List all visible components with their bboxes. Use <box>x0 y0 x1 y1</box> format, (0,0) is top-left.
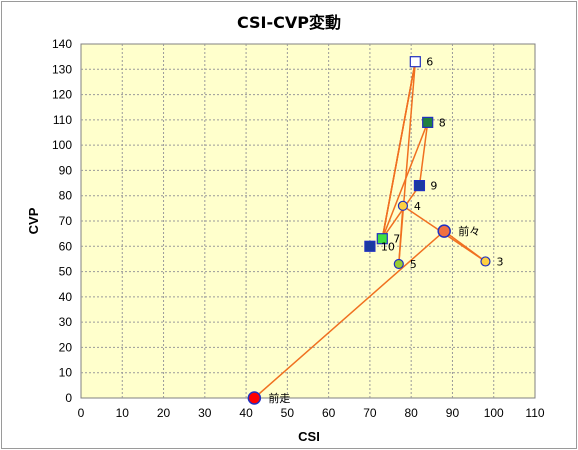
x-tick-label: 50 <box>281 406 295 420</box>
x-tick-label: 80 <box>405 406 419 420</box>
x-tick-label: 20 <box>157 406 171 420</box>
data-point-label: 6 <box>426 56 433 69</box>
y-tick-label: 100 <box>52 138 72 152</box>
data-point-label: 3 <box>496 255 503 268</box>
y-tick-label: 130 <box>52 62 72 76</box>
trajectory-segment <box>381 185 421 240</box>
data-point-label: 前々 <box>458 224 480 238</box>
x-tick-label: 110 <box>525 406 544 420</box>
y-axis-label: CVP <box>26 207 41 234</box>
data-point-label: 7 <box>393 233 400 246</box>
x-tick-label: 70 <box>363 406 377 420</box>
y-tick-label: 70 <box>59 214 73 228</box>
data-point-label: 10 <box>381 240 395 253</box>
data-point <box>480 256 491 267</box>
trajectory-segment <box>253 230 445 399</box>
y-tick-label: 140 <box>52 37 72 51</box>
data-point <box>437 224 451 238</box>
x-tick-label: 100 <box>484 406 504 420</box>
data-point <box>247 391 262 405</box>
y-tick-label: 110 <box>53 113 72 127</box>
x-tick-label: 90 <box>446 406 460 420</box>
data-point <box>397 200 409 211</box>
data-point-label: 9 <box>430 180 437 193</box>
data-point <box>393 258 404 270</box>
y-tick-label: 120 <box>52 88 72 102</box>
trajectory-segment <box>381 122 429 239</box>
x-tick-label: 30 <box>198 406 212 420</box>
y-tick-label: 10 <box>59 366 73 380</box>
data-point-label: 4 <box>414 200 421 213</box>
plot-area: 0 10 20 30 40 50 60 70 80 90 100 110 0 10 20 30 40 50 60 70… <box>52 37 545 420</box>
x-tick-label: 60 <box>322 406 336 420</box>
trajectory-segment <box>418 122 429 186</box>
data-point <box>376 233 388 245</box>
y-tick-label: 60 <box>59 239 73 253</box>
chart-title: CSI-CVP変動 <box>237 13 341 32</box>
y-tick-label: 40 <box>59 290 73 304</box>
data-point-label: 前走 <box>268 391 290 405</box>
x-tick-label: 10 <box>116 406 130 420</box>
y-tick-label: 90 <box>59 163 73 177</box>
trajectory-segment <box>398 61 417 265</box>
data-point <box>409 56 421 68</box>
data-point-label: 8 <box>439 116 446 129</box>
y-tick-label: 20 <box>59 340 73 354</box>
data-point <box>422 116 434 128</box>
x-tick-label: 0 <box>78 406 85 420</box>
data-point-label: 5 <box>410 258 417 271</box>
trajectory-segment <box>381 61 417 239</box>
plot-background <box>80 43 536 399</box>
data-point <box>413 180 426 192</box>
x-tick-label: 40 <box>239 406 253 420</box>
y-tick-label: 80 <box>59 189 73 203</box>
data-point <box>364 240 376 252</box>
y-tick-label: 30 <box>59 315 73 329</box>
x-axis-label: CSI <box>298 429 320 444</box>
y-tick-label: 0 <box>65 391 72 405</box>
y-tick-label: 50 <box>59 265 73 279</box>
